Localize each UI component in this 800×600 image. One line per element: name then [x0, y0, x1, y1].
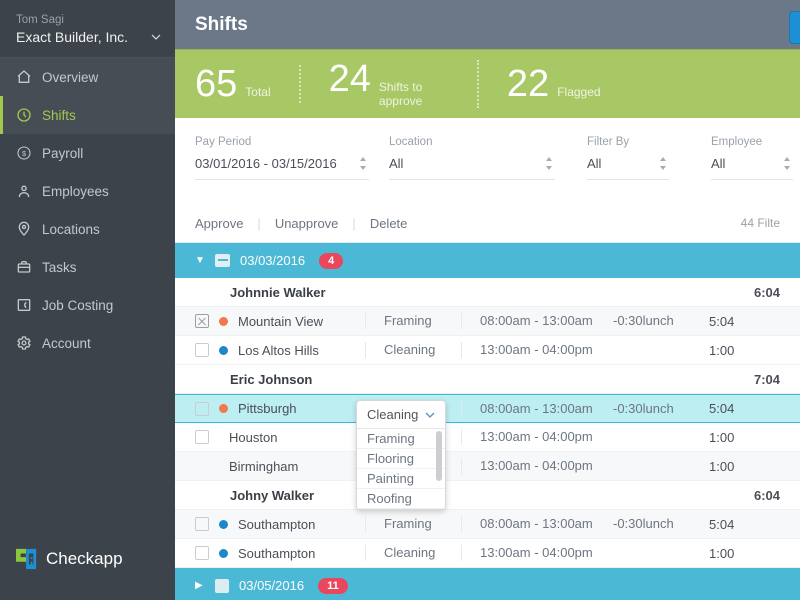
svg-text:$: $ — [22, 149, 26, 158]
